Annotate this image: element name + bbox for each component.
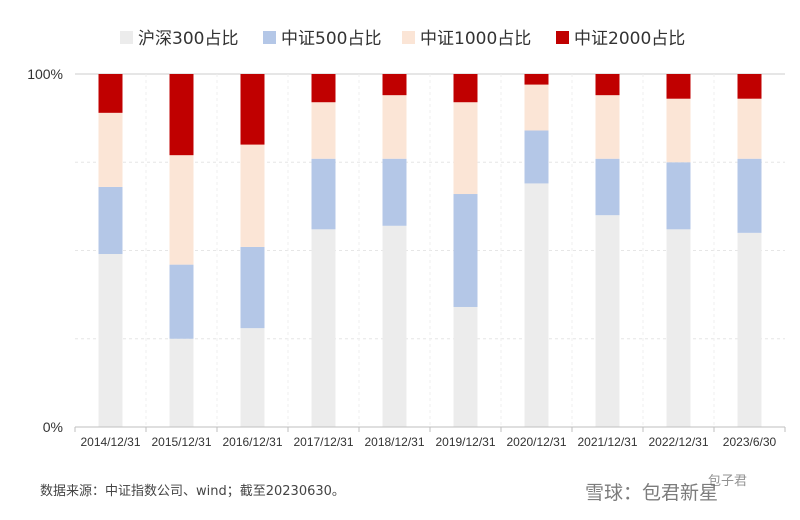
bar-0-series-1 — [98, 186, 123, 255]
axes: 2014/12/31 2015/12/31 2016/12/31 2017/12/31… — [27, 66, 786, 449]
legend: 沪深300占比 中证500占比 中证1000占比 中证2000占比 — [120, 29, 685, 49]
bar-8-series-1 — [666, 162, 691, 230]
x-tick-label-9: 2023/6/30 — [723, 435, 777, 449]
watermark-logo: 雪球：包君新星 — [585, 482, 719, 504]
bar-5-series-0 — [453, 306, 478, 427]
bar-8-series-3 — [666, 74, 691, 99]
bar-7-series-1 — [595, 158, 620, 216]
x-tick-label-1: 2015/12/31 — [151, 435, 211, 449]
x-tick-label-2: 2016/12/31 — [222, 435, 282, 449]
bar-1-series-2 — [169, 155, 194, 265]
legend-swatch-2 — [402, 31, 415, 44]
bar-4-series-0 — [382, 225, 407, 427]
x-tick-label-0: 2014/12/31 — [80, 435, 140, 449]
bar-4-series-3 — [382, 74, 407, 96]
bar-0-series-2 — [98, 112, 123, 187]
bar-3-series-2 — [311, 102, 336, 159]
y-tick-label-1: 100% — [27, 66, 63, 82]
x-tick-label-5: 2019/12/31 — [435, 435, 495, 449]
source-note: 数据来源：中证指数公司、wind；截至20230630。 — [40, 484, 345, 499]
y-tick-label-0: 0% — [43, 419, 63, 435]
bar-0-series-3 — [98, 74, 123, 113]
bar-4-series-1 — [382, 158, 407, 226]
bar-6-series-3 — [524, 74, 549, 85]
bar-9-series-0 — [737, 232, 762, 427]
bar-2-series-3 — [240, 74, 265, 145]
bar-2-series-2 — [240, 144, 265, 247]
bar-5-series-3 — [453, 74, 478, 103]
bar-5-series-2 — [453, 102, 478, 195]
bar-5-series-1 — [453, 194, 478, 307]
legend-label-0: 沪深300占比 — [138, 29, 238, 49]
bar-8-series-2 — [666, 98, 691, 163]
bar-1-series-1 — [169, 264, 194, 339]
x-tick-label-3: 2017/12/31 — [293, 435, 353, 449]
bar-9-series-3 — [737, 74, 762, 99]
legend-swatch-0 — [120, 31, 133, 44]
bar-7-series-2 — [595, 95, 620, 159]
bar-2-series-0 — [240, 328, 265, 427]
bar-0-series-0 — [98, 254, 123, 427]
x-tick-label-8: 2022/12/31 — [648, 435, 708, 449]
bar-1-series-3 — [169, 74, 194, 156]
legend-swatch-1 — [263, 31, 276, 44]
bar-8-series-0 — [666, 229, 691, 427]
bar-3-series-1 — [311, 158, 336, 230]
legend-label-3: 中证2000占比 — [574, 29, 685, 49]
bar-1-series-0 — [169, 338, 194, 427]
x-tick-label-4: 2018/12/31 — [364, 435, 424, 449]
bar-6-series-2 — [524, 84, 549, 131]
bar-9-series-2 — [737, 98, 762, 159]
bar-3-series-3 — [311, 74, 336, 103]
x-tick-label-6: 2020/12/31 — [506, 435, 566, 449]
bar-9-series-1 — [737, 158, 762, 233]
bar-4-series-2 — [382, 95, 407, 159]
bar-6-series-0 — [524, 183, 549, 427]
bar-7-series-3 — [595, 74, 620, 96]
bar-2-series-1 — [240, 246, 265, 329]
bars — [98, 74, 762, 427]
legend-swatch-3 — [556, 31, 569, 44]
x-tick-label-7: 2021/12/31 — [577, 435, 637, 449]
watermark-sub: 包子君 — [708, 474, 748, 489]
legend-label-1: 中证500占比 — [281, 29, 381, 49]
legend-label-2: 中证1000占比 — [420, 29, 531, 49]
bar-6-series-1 — [524, 130, 549, 184]
bar-7-series-0 — [595, 215, 620, 427]
bar-3-series-0 — [311, 229, 336, 427]
